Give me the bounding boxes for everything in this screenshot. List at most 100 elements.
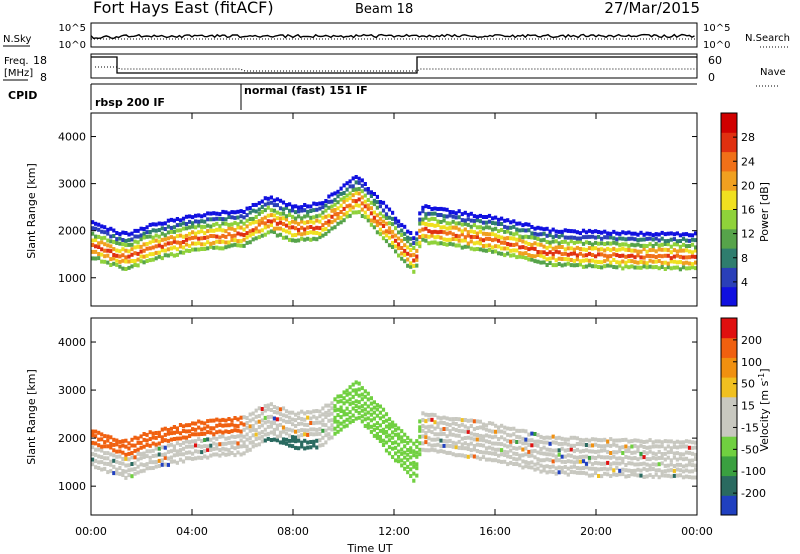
heatmap-cell (594, 246, 598, 251)
heatmap-cell (418, 240, 422, 245)
heatmap-cell (445, 214, 449, 219)
heatmap-cell (294, 439, 298, 444)
heatmap-cell (203, 426, 207, 431)
heatmap-cell (606, 455, 610, 460)
heatmap-cell (130, 451, 134, 455)
heatmap-cell (600, 230, 604, 235)
heatmap-cell (578, 455, 582, 460)
heatmap-cell (391, 441, 395, 446)
heatmap-cell (91, 433, 95, 438)
heatmap-cell (148, 222, 152, 227)
heatmap-cell (669, 256, 673, 261)
heatmap-cell (597, 234, 601, 239)
heatmap-cell (590, 246, 595, 251)
heatmap-cell (372, 215, 376, 220)
heatmap-cell (351, 400, 355, 405)
xaxis-title: Time UT (346, 542, 392, 554)
heatmap-cell (639, 243, 643, 248)
heatmap-cell (554, 245, 558, 250)
heatmap-cell (348, 207, 352, 212)
heatmap-cell (475, 426, 479, 430)
heatmap-cell (212, 446, 216, 451)
heatmap-cell (581, 442, 586, 447)
heatmap-cell (230, 429, 234, 434)
freq-panel-frame (90, 53, 698, 79)
date-title: 27/Mar/2015 (604, 0, 700, 17)
heatmap-cell (442, 443, 446, 448)
heatmap-cell (594, 235, 598, 240)
heatmap-cell (645, 261, 649, 266)
heatmap-cell (618, 449, 622, 454)
heatmap-cell (191, 427, 195, 432)
heatmap-cell (569, 465, 573, 470)
heatmap-cell (600, 241, 604, 246)
heatmap-cell (654, 439, 658, 444)
heatmap-cell (475, 442, 479, 447)
heatmap-cell (581, 470, 586, 475)
heatmap-cell (97, 234, 101, 239)
heatmap-cell (424, 435, 428, 440)
heatmap-cell (500, 240, 504, 245)
heatmap-cell (621, 236, 625, 241)
heatmap-cell (663, 253, 667, 258)
heatmap-cell (475, 419, 479, 424)
heatmap-cell (430, 211, 434, 216)
heatmap-cell (366, 422, 370, 427)
heatmap-cell (557, 470, 561, 475)
heatmap-cell (506, 462, 510, 467)
heatmap-cell (506, 454, 510, 459)
heatmap-cell (654, 241, 658, 246)
heatmap-cell (618, 468, 622, 473)
heatmap-cell (566, 257, 570, 262)
heatmap-cell (321, 428, 325, 433)
heatmap-cell (633, 248, 637, 253)
heatmap-cell (148, 430, 152, 435)
heatmap-cell (97, 460, 101, 465)
heatmap-cell (321, 435, 325, 440)
heatmap-cell (124, 456, 128, 461)
heatmap-cell (651, 244, 655, 248)
heatmap-cell (163, 462, 167, 467)
heatmap-cell (427, 436, 431, 441)
heatmap-cell (169, 217, 173, 222)
heatmap-cell (215, 442, 219, 447)
heatmap-cell (687, 445, 692, 450)
heatmap-cell (375, 205, 379, 210)
heatmap-cell (357, 187, 361, 191)
heatmap-cell (472, 444, 476, 448)
heatmap-cell (427, 413, 431, 417)
heatmap-cell (351, 176, 355, 181)
heatmap-cell (694, 254, 698, 259)
heatmap-cell (391, 216, 395, 221)
heatmap-cell (91, 429, 95, 434)
heatmap-cell (648, 248, 652, 253)
heatmap-cell (524, 446, 528, 451)
heatmap-cell (536, 443, 540, 448)
heatmap-cell (648, 258, 652, 263)
heatmap-cell (224, 245, 228, 250)
heatmap-cell (545, 245, 549, 250)
heatmap-cell (612, 252, 616, 257)
heatmap-cell (97, 437, 101, 442)
heatmap-cell (312, 432, 316, 437)
heatmap-cell (494, 221, 498, 226)
heatmap-cell (518, 245, 522, 250)
heatmap-cell (375, 219, 379, 224)
heatmap-cell (209, 418, 213, 423)
heatmap-cell (536, 259, 540, 264)
heatmap-cell (584, 437, 589, 442)
heatmap-cell (227, 222, 231, 227)
heatmap-cell (506, 251, 510, 256)
heatmap-cell (303, 446, 307, 451)
heatmap-cell (251, 220, 255, 225)
heatmap-cell (436, 432, 440, 437)
heatmap-cell (342, 424, 346, 429)
heatmap-cell (463, 424, 467, 429)
heatmap-cell (469, 453, 473, 458)
heatmap-cell (566, 442, 570, 447)
heatmap-cell (603, 229, 607, 234)
cpid-mode-1: rbsp 200 IF (95, 96, 165, 109)
heatmap-cell (312, 201, 316, 206)
heatmap-cell (439, 438, 443, 443)
heatmap-cell (460, 232, 464, 237)
